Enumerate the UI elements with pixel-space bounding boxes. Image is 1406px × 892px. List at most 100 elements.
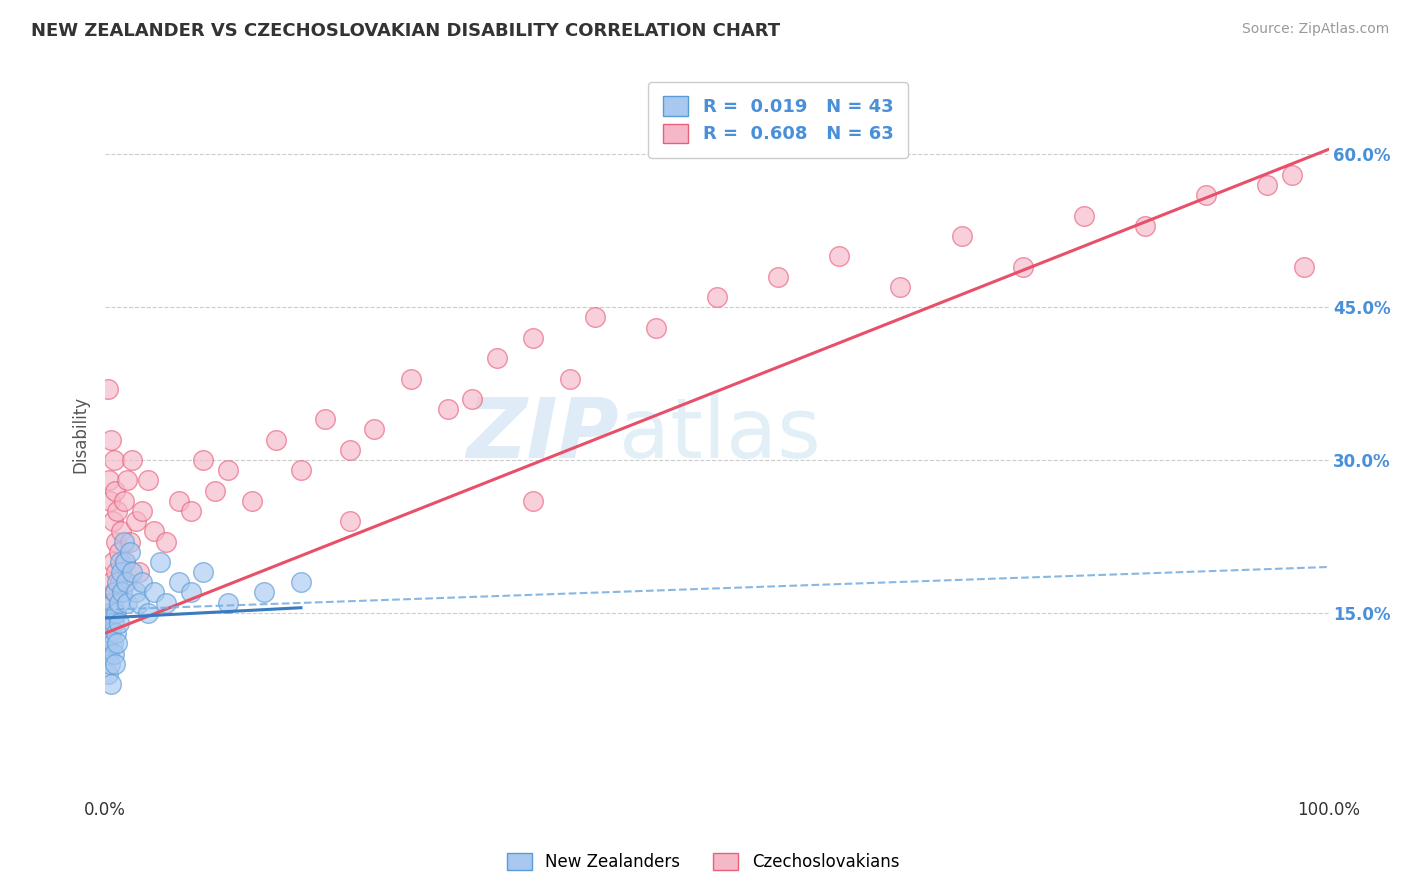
Point <box>114 555 136 569</box>
Point <box>107 575 129 590</box>
Point <box>136 606 159 620</box>
Point <box>107 636 129 650</box>
Point <box>583 310 606 325</box>
Point <box>104 585 127 599</box>
Point <box>1292 260 1315 274</box>
Point <box>155 534 177 549</box>
Point <box>522 493 544 508</box>
Point <box>100 677 122 691</box>
Point <box>125 514 148 528</box>
Point <box>101 636 124 650</box>
Point <box>114 555 136 569</box>
Point <box>889 280 911 294</box>
Point <box>111 585 134 599</box>
Point <box>1011 260 1033 274</box>
Point <box>167 493 190 508</box>
Point <box>108 555 131 569</box>
Point <box>103 647 125 661</box>
Point <box>108 575 131 590</box>
Point <box>105 565 128 579</box>
Point <box>98 657 121 671</box>
Point <box>399 371 422 385</box>
Point <box>828 249 851 263</box>
Point <box>125 585 148 599</box>
Point <box>149 555 172 569</box>
Point <box>107 545 129 559</box>
Point <box>97 636 120 650</box>
Legend: R =  0.019   N = 43, R =  0.608   N = 63: R = 0.019 N = 43, R = 0.608 N = 63 <box>648 82 908 158</box>
Point <box>104 483 127 498</box>
Legend: New Zealanders, Czechoslovakians: New Zealanders, Czechoslovakians <box>498 845 908 880</box>
Point <box>107 504 129 518</box>
Point <box>266 433 288 447</box>
Point <box>339 442 361 457</box>
Point <box>97 647 120 661</box>
Point <box>104 606 127 620</box>
Text: NEW ZEALANDER VS CZECHOSLOVAKIAN DISABILITY CORRELATION CHART: NEW ZEALANDER VS CZECHOSLOVAKIAN DISABIL… <box>31 22 780 40</box>
Text: atlas: atlas <box>619 394 821 475</box>
Point <box>1281 168 1303 182</box>
Point <box>155 596 177 610</box>
Point <box>131 575 153 590</box>
Point <box>103 453 125 467</box>
Point <box>128 596 150 610</box>
Point <box>104 657 127 671</box>
Point <box>1073 209 1095 223</box>
Point <box>115 474 138 488</box>
Point <box>436 402 458 417</box>
Point <box>97 615 120 630</box>
Point <box>644 320 666 334</box>
Point <box>112 534 135 549</box>
Point <box>96 626 118 640</box>
Point <box>240 493 263 508</box>
Point <box>1133 219 1156 233</box>
Point <box>363 422 385 436</box>
Point <box>105 606 128 620</box>
Point <box>112 493 135 508</box>
Point <box>314 412 336 426</box>
Text: ZIP: ZIP <box>467 394 619 475</box>
Point <box>105 534 128 549</box>
Point <box>180 585 202 599</box>
Point <box>96 615 118 630</box>
Point <box>100 433 122 447</box>
Point <box>105 626 128 640</box>
Point <box>107 615 129 630</box>
Point <box>110 565 132 579</box>
Point <box>191 453 214 467</box>
Point <box>522 331 544 345</box>
Point <box>290 463 312 477</box>
Point <box>101 596 124 610</box>
Point <box>118 534 141 549</box>
Point <box>121 453 143 467</box>
Y-axis label: Disability: Disability <box>72 396 89 473</box>
Point <box>98 493 121 508</box>
Point <box>204 483 226 498</box>
Point <box>558 371 581 385</box>
Point <box>1195 188 1218 202</box>
Point <box>100 626 122 640</box>
Point <box>136 474 159 488</box>
Point <box>461 392 484 406</box>
Point <box>118 545 141 559</box>
Point <box>103 585 125 599</box>
Point <box>167 575 190 590</box>
Point <box>191 565 214 579</box>
Point <box>115 596 138 610</box>
Point <box>115 575 138 590</box>
Point <box>98 606 121 620</box>
Text: Source: ZipAtlas.com: Source: ZipAtlas.com <box>1241 22 1389 37</box>
Point <box>766 269 789 284</box>
Point <box>101 555 124 569</box>
Point <box>217 596 239 610</box>
Point <box>217 463 239 477</box>
Point <box>180 504 202 518</box>
Point <box>101 514 124 528</box>
Point <box>103 615 125 630</box>
Point <box>121 565 143 579</box>
Point <box>253 585 276 599</box>
Point <box>950 229 973 244</box>
Point <box>706 290 728 304</box>
Point <box>485 351 508 366</box>
Point <box>97 382 120 396</box>
